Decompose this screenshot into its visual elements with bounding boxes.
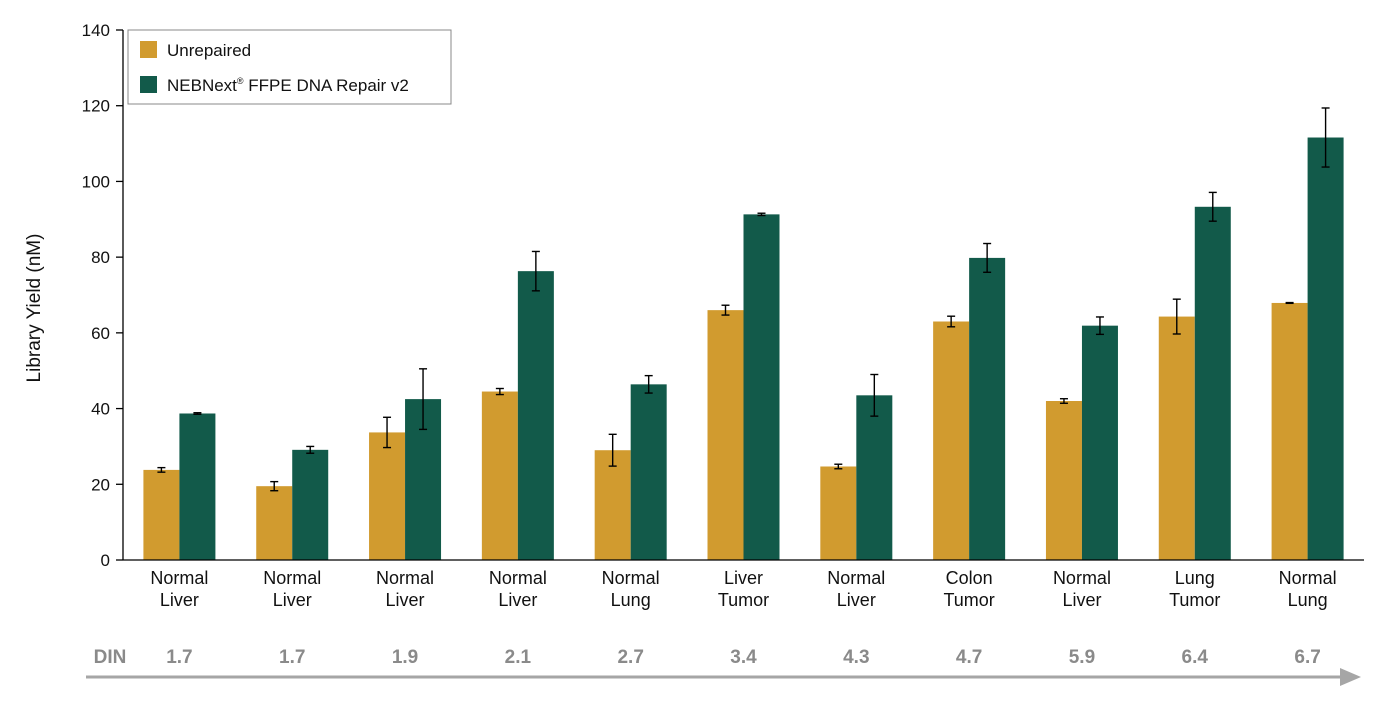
bar-nebnext [743,214,780,560]
din-value: 5.9 [1069,647,1095,668]
arrow-right-icon [1340,668,1361,686]
bar-unrepaired [1158,316,1195,560]
x-category-label: Normal [827,568,885,588]
x-category-label: Normal [263,568,321,588]
bar-unrepaired [481,391,518,560]
x-category-label: Tumor [718,590,769,610]
legend-swatch-nebnext [140,76,157,93]
x-category-label: Colon [946,568,993,588]
bar-unrepaired [820,466,857,560]
y-tick-label: 20 [91,475,110,494]
bar-nebnext [179,413,216,560]
y-tick-label: 120 [82,97,110,116]
din-value: 4.3 [843,647,869,668]
bar-nebnext [1081,325,1118,560]
x-category-label: Lung [611,590,651,610]
bar-unrepaired [707,310,744,560]
x-category-label: Tumor [943,590,994,610]
y-tick-label: 0 [101,551,110,570]
x-category-label: Normal [150,568,208,588]
y-tick-label: 80 [91,248,110,267]
bars-group [143,137,1344,561]
din-value: 2.7 [617,647,643,668]
error-bars-group [157,107,1330,492]
din-value: 2.1 [505,647,532,668]
x-category-label: Tumor [1169,590,1220,610]
legend-label-unrepaired: Unrepaired [167,41,251,60]
x-category-label: Normal [1053,568,1111,588]
bar-nebnext [1194,206,1231,561]
bar-nebnext [969,257,1006,560]
x-category-label: Liver [837,590,876,610]
bar-nebnext [517,271,554,560]
legend-label-nebnext-name: NEBNext [167,76,237,95]
legend: Unrepaired NEBNext® FFPE DNA Repair v2 [127,29,452,105]
y-tick-label: 40 [91,400,110,419]
bar-nebnext [630,384,667,560]
bar-unrepaired [1271,302,1308,560]
din-value: 6.7 [1294,647,1320,668]
x-category-label: Normal [489,568,547,588]
din-value: 3.4 [730,647,757,668]
x-category-label: Normal [602,568,660,588]
legend-label-nebnext-rest: FFPE DNA Repair v2 [244,76,409,95]
din-values: 1.7 1.7 1.9 2.1 2.7 3.4 4.3 4.7 5.9 6.4 6.7 [166,647,1321,668]
bar-unrepaired [1045,401,1082,560]
bar-nebnext [856,395,893,560]
y-tick-label: 100 [82,172,110,191]
x-category-label: Normal [1279,568,1337,588]
din-value: 4.7 [956,647,982,668]
bar-unrepaired [256,486,293,560]
bar-nebnext [1307,137,1344,560]
bar-unrepaired [143,469,180,560]
din-value: 1.7 [166,647,192,668]
din-value: 6.4 [1182,647,1209,668]
bar-unrepaired [369,432,406,560]
x-category-label: Lung [1288,590,1328,610]
din-value: 1.7 [279,647,305,668]
x-category-label: Liver [498,590,537,610]
bar-nebnext [292,449,329,560]
legend-label-nebnext: NEBNext® FFPE DNA Repair v2 [167,76,409,95]
x-category-label: Liver [386,590,425,610]
legend-box [127,29,452,105]
y-tick-label: 60 [91,324,110,343]
y-tick-label: 140 [82,21,110,40]
legend-label-nebnext-sup: ® [237,76,244,86]
x-axis-category-labels: NormalLiverNormalLiverNormalLiverNormalL… [150,568,1336,610]
bar-unrepaired [594,450,631,560]
x-category-label: Normal [376,568,434,588]
y-axis-ticks: 0 20 40 60 80 100 120 140 [82,21,123,570]
legend-swatch-unrepaired [140,41,157,58]
x-category-label: Liver [273,590,312,610]
din-value: 1.9 [392,647,418,668]
din-label: DIN [94,647,127,668]
x-category-label: Lung [1175,568,1215,588]
y-axis-label: Library Yield (nM) [24,234,45,383]
din-arrow [86,668,1361,686]
x-category-label: Liver [1062,590,1101,610]
x-category-label: Liver [160,590,199,610]
x-category-label: Liver [724,568,763,588]
bar-unrepaired [933,321,970,560]
